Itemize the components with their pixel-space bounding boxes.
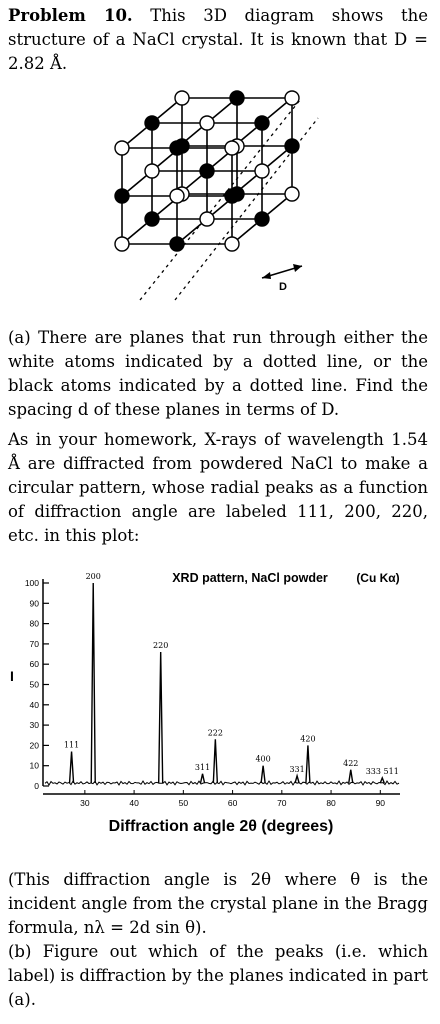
- y-axis-label: I: [10, 668, 14, 684]
- x-tick-label: 50: [179, 798, 189, 808]
- black-atom: [284, 138, 300, 154]
- x-tick-label: 80: [326, 798, 336, 808]
- crystal-diagram: D: [114, 90, 319, 301]
- peak: [305, 745, 311, 784]
- black-atom: [224, 188, 240, 204]
- baseline: [44, 780, 400, 786]
- peak: [212, 739, 219, 784]
- white-atom: [199, 115, 215, 131]
- white-atom: [199, 211, 215, 227]
- black-atom: [169, 140, 185, 156]
- y-tick-label: 90: [30, 598, 40, 608]
- peak: [68, 751, 75, 784]
- part-b: (b) Figure out which of the peaks (i.e. …: [8, 942, 428, 1009]
- peak-label: 111: [64, 740, 79, 749]
- peak: [199, 773, 206, 784]
- intro-paragraph: Problem 10. This 3D diagram shows the st…: [8, 4, 428, 76]
- chart-title: XRD pattern, NaCl powder: [172, 571, 328, 585]
- y-tick-label: 80: [30, 619, 40, 629]
- x-axis-label: Diffraction angle 2θ (degrees): [109, 818, 334, 835]
- black-atom: [229, 90, 245, 106]
- x-tick-label: 30: [80, 798, 90, 808]
- black-atom: [254, 115, 270, 131]
- y-tick-label: 10: [30, 761, 40, 771]
- white-atom: [114, 236, 130, 252]
- setup-paragraph: As in your homework, X-rays of wavelengt…: [8, 430, 428, 545]
- white-atom: [174, 90, 190, 106]
- peak: [260, 765, 266, 784]
- y-tick-label: 50: [30, 680, 40, 690]
- x-tick-label: 60: [228, 798, 238, 808]
- peak-label: 331: [289, 765, 304, 774]
- problem-heading: Problem 10.: [8, 6, 133, 25]
- peak-label: 422: [343, 759, 358, 768]
- arrow-head: [293, 264, 302, 272]
- y-tick-label: 0: [34, 781, 39, 791]
- x-tick-label: 40: [129, 798, 139, 808]
- white-atom: [284, 186, 300, 202]
- peak-label: 311: [195, 763, 210, 772]
- white-atom: [144, 163, 160, 179]
- intro-text: This 3D diagram shows the structure of a…: [8, 6, 428, 73]
- annotation: (Cu Kα): [356, 571, 399, 585]
- d-label: D: [279, 281, 287, 293]
- part-a: (a) There are planes that run through ei…: [8, 328, 428, 419]
- black-atom: [199, 163, 215, 179]
- peak: [90, 582, 96, 784]
- white-atom: [114, 140, 130, 156]
- white-atom: [254, 163, 270, 179]
- note-paragraph: (This diffraction angle is 2θ where θ is…: [8, 870, 428, 937]
- y-tick-label: 70: [30, 639, 40, 649]
- peak: [294, 773, 300, 784]
- white-atom: [224, 236, 240, 252]
- peak: [348, 769, 354, 784]
- xrd-chart: 0 10 20 30 40 50 60 70 80 90 100 30 40 50 60 70 80 90 111 2…: [10, 571, 400, 835]
- peak-label: 222: [208, 728, 223, 737]
- black-atom: [144, 115, 160, 131]
- white-atom: [169, 188, 185, 204]
- black-atom: [144, 211, 160, 227]
- arrow-head: [262, 272, 271, 279]
- black-atom: [254, 211, 270, 227]
- y-tick-label: 30: [30, 720, 40, 730]
- peak-label: 420: [300, 734, 315, 743]
- peak-label: 333 511: [366, 767, 399, 776]
- peak-label: 200: [86, 572, 101, 581]
- x-tick-label: 70: [277, 798, 287, 808]
- peak: [157, 652, 164, 784]
- y-tick-label: 100: [25, 578, 39, 588]
- y-tick-label: 20: [30, 740, 40, 750]
- peak-label: 220: [153, 641, 168, 650]
- black-atom: [169, 236, 185, 252]
- dotted-line: [139, 99, 301, 301]
- y-tick-label: 60: [30, 659, 40, 669]
- y-tick-label: 40: [30, 700, 40, 710]
- black-atom: [114, 188, 130, 204]
- peak: [379, 775, 385, 784]
- white-atom: [224, 140, 240, 156]
- peak-label: 400: [255, 755, 270, 764]
- white-atom: [284, 90, 300, 106]
- x-tick-label: 90: [376, 798, 386, 808]
